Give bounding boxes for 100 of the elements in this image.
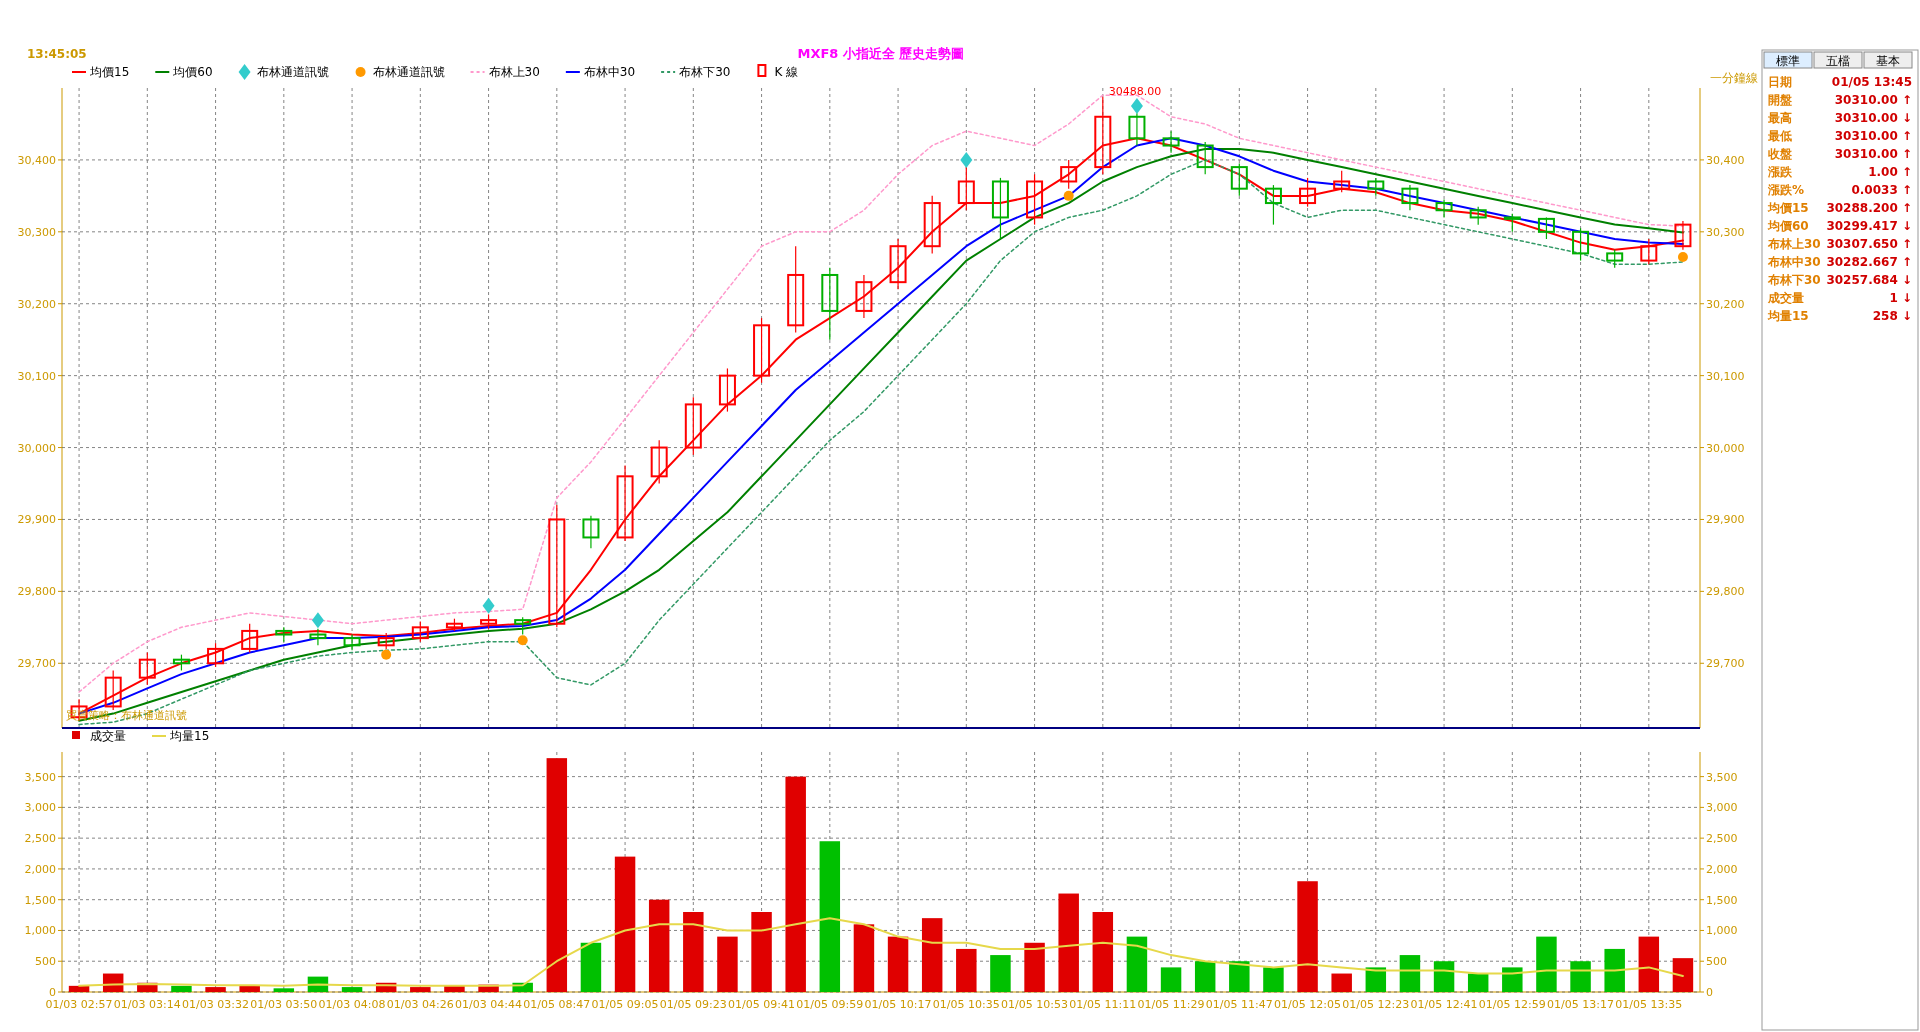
candlestick	[1640, 238, 1658, 265]
candlestick	[1196, 141, 1214, 175]
bar	[819, 841, 841, 992]
candlestick	[889, 238, 907, 290]
point	[311, 612, 324, 629]
point	[960, 151, 973, 168]
bar	[410, 987, 431, 992]
bar	[1126, 936, 1148, 992]
candlestick	[207, 642, 225, 668]
candlestick	[343, 633, 361, 651]
x-tick-label: 01/05 08:47	[523, 998, 591, 1011]
x-tick-label: 01/05 10:35	[932, 998, 1000, 1011]
point	[1677, 251, 1688, 262]
text: 標準	[1776, 54, 1800, 68]
x-tick-label: 01/03 03:50	[250, 998, 318, 1011]
y-tick-label: 29,900	[17, 513, 56, 527]
x-tick-label: 01/03 04:08	[318, 998, 386, 1011]
bar	[341, 987, 363, 992]
y2-tick-label: 30,300	[1706, 225, 1745, 239]
x-tick-label: 01/05 09:41	[728, 998, 796, 1011]
text: 日期	[1768, 75, 1792, 89]
candlestick	[718, 367, 736, 413]
y2-tick-label: 30,200	[1706, 297, 1745, 311]
text: 1.00 ↑	[1868, 165, 1912, 179]
legend-label: K 線	[774, 65, 799, 79]
y-tick-label: 500	[35, 955, 56, 969]
bar	[1024, 942, 1045, 992]
text: 30307.650 ↑	[1826, 237, 1912, 251]
bar	[1365, 967, 1387, 992]
x-tick-label: 01/03 03:14	[113, 998, 181, 1011]
x-tick-label: 01/05 10:53	[1001, 998, 1069, 1011]
y2-tick-label: 2,000	[1706, 862, 1738, 876]
bar	[614, 856, 636, 992]
x-tick-label: 01/03 03:32	[182, 998, 250, 1011]
x-tick-label: 01/05 12:23	[1342, 998, 1410, 1011]
y-tick-label: 30,200	[17, 297, 56, 311]
bar	[990, 955, 1011, 992]
candlestick	[241, 623, 259, 654]
text: 漲跌	[1767, 165, 1793, 179]
candlestick	[1333, 170, 1351, 193]
text: 258 ↓	[1872, 309, 1912, 323]
legend-label: 布林中30	[583, 65, 636, 79]
x-tick-label: 01/03 04:44	[455, 998, 523, 1011]
text: 開盤	[1768, 93, 1792, 107]
bar	[853, 924, 875, 992]
bar	[1433, 961, 1455, 992]
text: 漲跌%	[1767, 183, 1805, 197]
text: 均價60	[1767, 219, 1809, 233]
x-tick-label: 01/05 13:17	[1547, 998, 1615, 1011]
y-tick-label: 0	[49, 986, 56, 999]
point	[1063, 190, 1074, 201]
bar	[1263, 967, 1284, 992]
y2-tick-label: 30,000	[1706, 441, 1745, 455]
bar	[1194, 961, 1216, 992]
bar	[1638, 936, 1660, 992]
text: 30288.200 ↑	[1826, 201, 1912, 215]
y-tick-label: 30,000	[17, 441, 56, 455]
candlestick	[855, 274, 873, 319]
candlestick	[923, 195, 941, 254]
candlestick	[1264, 184, 1282, 226]
candlestick	[1299, 177, 1317, 208]
x-tick-label: 01/05 11:29	[1137, 998, 1205, 1011]
candlestick	[616, 464, 634, 542]
x-tick-label: 01/05 09:05	[591, 998, 659, 1011]
y2-tick-label: 500	[1706, 955, 1727, 969]
bar	[751, 912, 772, 992]
bar	[1092, 912, 1114, 992]
bar	[580, 942, 602, 992]
bar	[1672, 958, 1694, 992]
legend-label: 布林通道訊號	[256, 65, 329, 79]
y-tick-label: 1,500	[24, 893, 56, 907]
y-tick-label: 29,700	[17, 657, 56, 671]
y2-tick-label: 1,000	[1706, 924, 1738, 938]
text: 均價15	[1767, 201, 1809, 215]
candlestick	[787, 245, 805, 334]
text: 最低	[1767, 129, 1792, 143]
legend-label: 均價15	[89, 65, 130, 79]
bar	[273, 988, 295, 992]
text: 30310.00 ↑	[1834, 147, 1912, 161]
bar	[785, 776, 806, 992]
legend-label: 布林通道訊號	[372, 65, 445, 79]
text: 布林中30	[1767, 255, 1821, 269]
bar	[1229, 961, 1250, 992]
candlestick	[753, 317, 771, 384]
candlestick	[1162, 130, 1180, 154]
text: 30310.00 ↑	[1834, 93, 1912, 107]
x-tick-label: 01/05 11:47	[1205, 998, 1273, 1011]
y-tick-label: 30,100	[17, 369, 56, 383]
x-tick-label: 01/05 09:23	[659, 998, 727, 1011]
text: 布林上30	[1767, 237, 1821, 251]
y2-tick-label: 2,500	[1706, 832, 1738, 846]
bar	[717, 936, 738, 992]
text: 最高	[1767, 111, 1792, 125]
y-tick-label: 2,500	[24, 832, 56, 846]
bar	[1502, 967, 1523, 992]
y2-tick-label: 30,400	[1706, 153, 1745, 167]
candlestick	[1572, 227, 1590, 262]
candlestick	[1230, 162, 1248, 197]
bar	[239, 985, 260, 992]
candlestick	[1026, 173, 1044, 226]
